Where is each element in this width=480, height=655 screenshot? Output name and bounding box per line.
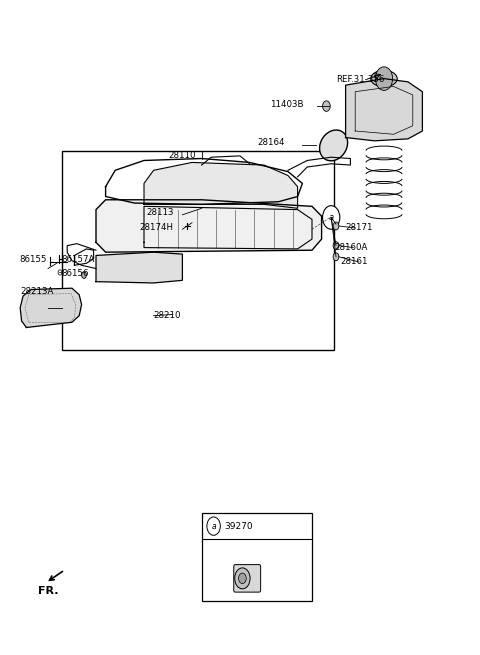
Text: 28110: 28110 — [168, 151, 195, 160]
Circle shape — [323, 206, 340, 229]
Circle shape — [333, 222, 339, 230]
Circle shape — [239, 573, 246, 584]
Text: 86156: 86156 — [61, 269, 89, 278]
FancyBboxPatch shape — [234, 565, 261, 592]
Circle shape — [333, 253, 339, 261]
Circle shape — [235, 568, 250, 589]
Circle shape — [375, 67, 393, 90]
Text: a: a — [211, 521, 216, 531]
Circle shape — [207, 517, 220, 535]
Text: 28160A: 28160A — [334, 243, 368, 252]
Text: 28174H: 28174H — [139, 223, 173, 233]
Text: 28113: 28113 — [146, 208, 174, 217]
Polygon shape — [144, 162, 298, 208]
Text: 28161: 28161 — [341, 257, 368, 267]
Text: 28171: 28171 — [346, 223, 373, 233]
Text: a: a — [329, 213, 334, 222]
Polygon shape — [96, 200, 322, 252]
Text: 86155: 86155 — [19, 255, 47, 264]
Text: 28210: 28210 — [154, 311, 181, 320]
Circle shape — [82, 272, 86, 278]
Circle shape — [323, 101, 330, 111]
Polygon shape — [346, 79, 422, 141]
Text: 39270: 39270 — [225, 521, 253, 531]
Text: 28164: 28164 — [257, 138, 285, 147]
Text: 28213A: 28213A — [20, 287, 54, 296]
Bar — [202, 513, 312, 601]
Circle shape — [333, 242, 339, 250]
Text: 86157A: 86157A — [61, 255, 95, 264]
Polygon shape — [20, 288, 82, 328]
Text: 11403B: 11403B — [270, 100, 303, 109]
Polygon shape — [96, 252, 182, 283]
Text: REF.31-356: REF.31-356 — [336, 75, 384, 84]
Ellipse shape — [371, 71, 397, 87]
Bar — [62, 151, 334, 350]
Ellipse shape — [320, 130, 348, 161]
Text: FR.: FR. — [38, 586, 59, 596]
